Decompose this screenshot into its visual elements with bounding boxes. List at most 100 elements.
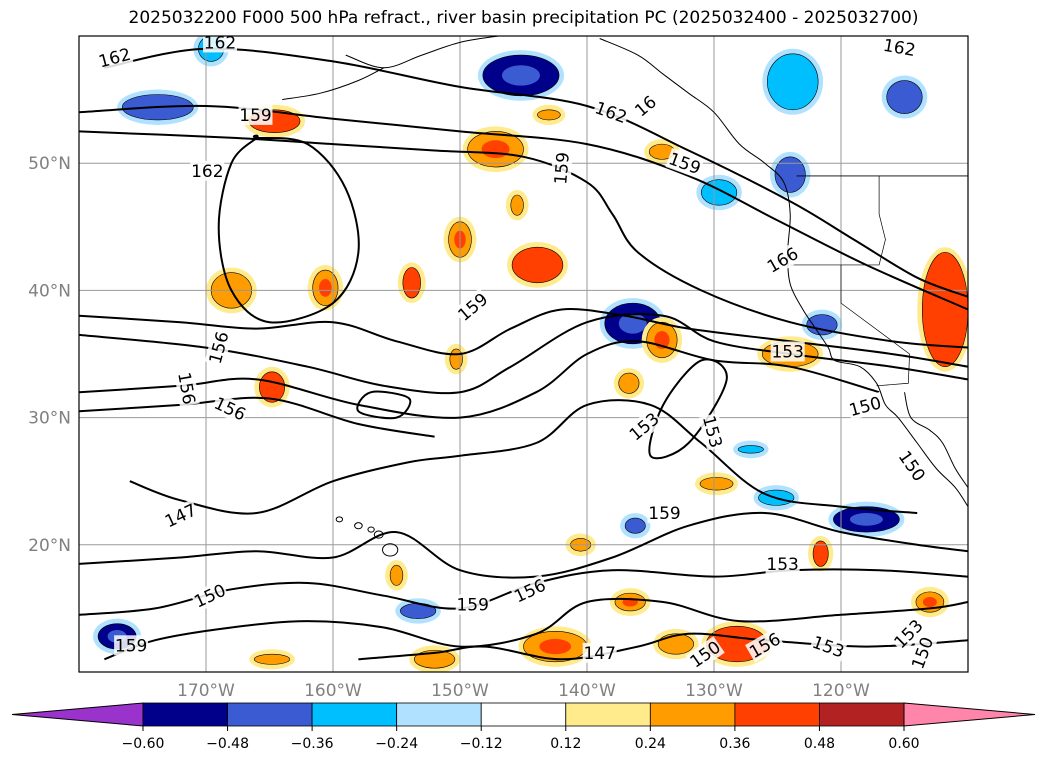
contour-label: 159 — [550, 150, 574, 187]
contour-label: 162 — [880, 36, 918, 61]
contour-label-text: 159 — [456, 596, 488, 616]
precip-cell — [653, 628, 699, 660]
precip-cell — [397, 262, 426, 304]
colorbar-tick-label: −0.60 — [122, 736, 165, 752]
colorbar-bin — [819, 702, 905, 727]
precip-cell — [385, 560, 408, 591]
contour-label-text: 159 — [648, 504, 680, 524]
contour-label-text: 153 — [766, 555, 798, 575]
colorbar-bin — [480, 702, 567, 727]
coastline — [345, 36, 499, 69]
lon-tick-label: 150°W — [431, 681, 489, 701]
lon-tick-label: 130°W — [685, 681, 743, 701]
precip-cell — [507, 242, 568, 288]
colorbar-extend-low — [11, 702, 144, 727]
state-border — [790, 175, 886, 266]
colorbar-tick-label: −0.36 — [291, 736, 334, 752]
contour-line — [79, 313, 968, 395]
lat-tick-label: 40°N — [28, 281, 71, 301]
colorbar-bin — [396, 702, 482, 727]
colorbar-tick-label: 0.24 — [635, 736, 666, 752]
contour-label-text: 147 — [583, 644, 615, 664]
colorbar-tick-label: 0.36 — [719, 736, 750, 752]
refractivity-contours — [79, 47, 968, 661]
contour-label-text: 162 — [191, 162, 223, 182]
precip-cell — [644, 139, 680, 165]
contour-line — [104, 47, 968, 298]
contour-label-text: 159 — [551, 151, 574, 185]
lat-tick-label: 30°N — [28, 409, 71, 429]
lat-tick-label: 20°N — [28, 536, 71, 556]
colorbar-tick-label: 0.12 — [550, 736, 581, 752]
precip-cell — [518, 626, 592, 667]
contour-loop — [648, 358, 728, 460]
colorbar-bin — [227, 702, 313, 727]
colorbar-bin — [311, 702, 398, 727]
precip-cell — [881, 75, 928, 119]
colorbar-tick-label: −0.12 — [460, 736, 503, 752]
contour-label-text: 159 — [239, 106, 271, 126]
contour-label: 162 — [190, 160, 225, 182]
precip-cell — [769, 151, 811, 198]
contour-line — [79, 511, 968, 579]
contour-label: 159 — [114, 635, 149, 656]
contour-label: 159 — [647, 503, 682, 524]
lat-tick-label: 50°N — [28, 154, 71, 174]
island-outline — [354, 522, 363, 530]
precip-cell — [477, 50, 565, 101]
colorbar-tick-label: −0.48 — [206, 736, 249, 752]
colorbar-extend-high — [903, 702, 1036, 727]
lon-tick-label: 120°W — [812, 681, 870, 701]
island-outline — [382, 543, 399, 557]
contour-line — [358, 632, 968, 661]
colorbar-tick-label: 0.60 — [888, 736, 919, 752]
precip-cell — [762, 48, 824, 115]
colorbar-tick-label: −0.24 — [375, 736, 418, 752]
colorbar-tick-label: 0.48 — [804, 736, 835, 752]
colorbar-bin — [565, 702, 651, 727]
precip-cell — [917, 247, 968, 372]
map-frame — [78, 35, 969, 673]
contour-label: 150 — [190, 579, 230, 613]
precip-cell — [444, 343, 468, 375]
precip-cell — [808, 535, 834, 572]
state-border — [840, 264, 910, 387]
precip-cell — [249, 649, 295, 670]
contour-line — [79, 396, 435, 438]
precip-cell — [733, 440, 769, 459]
contour-label: 153 — [770, 341, 805, 363]
contour-label-text: 162 — [204, 33, 236, 53]
coastline — [904, 392, 968, 488]
contour-label: 147 — [582, 642, 617, 664]
contour-loop — [356, 390, 412, 420]
precip-cell — [696, 174, 742, 211]
contour-line — [129, 399, 918, 515]
lon-tick-label: 160°W — [304, 681, 362, 701]
precip-cell — [395, 598, 441, 624]
contour-line — [104, 597, 968, 661]
colorbar-bin — [734, 702, 820, 727]
coastline — [282, 67, 385, 101]
contour-label: 153 — [765, 553, 800, 575]
precip-cell — [910, 586, 949, 618]
contour-label: 162 — [591, 97, 631, 128]
contour-label-text: 153 — [771, 343, 803, 363]
contour-line — [79, 130, 968, 349]
lon-tick-label: 140°W — [558, 681, 616, 701]
island-outline — [335, 516, 344, 523]
precip-cell — [695, 472, 739, 496]
precip-cell — [613, 368, 645, 399]
precip-cell — [801, 309, 843, 340]
lon-tick-label: 170°W — [177, 681, 235, 701]
precip-cell — [307, 265, 344, 311]
precip-cell — [620, 513, 651, 539]
contour-label: 162 — [203, 33, 237, 53]
map-axes: 20°N 30°N 40°N 50°N 170°W 160°W 150°W 140°W 130°… — [28, 154, 870, 701]
island-outline — [367, 526, 375, 533]
precip-cell — [462, 126, 529, 173]
contour-loop — [217, 134, 360, 324]
colorbar-bin — [142, 702, 228, 727]
map-title: 2025032200 F000 500 hPa refract., river … — [128, 8, 919, 28]
